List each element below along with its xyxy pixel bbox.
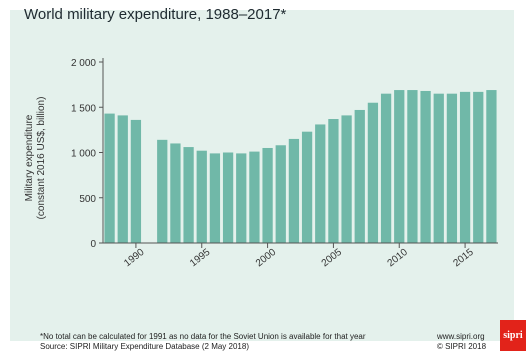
bar-2006 <box>341 115 352 243</box>
x-tick-label-2010: 2010 <box>386 247 411 270</box>
copyright-note: © SIPRI 2018 <box>437 342 487 351</box>
x-tick-label-1990: 1990 <box>122 247 147 270</box>
bar-1992 <box>157 139 168 243</box>
y-axis-label: Military expenditure <box>24 114 35 201</box>
y-tick-label-1500: 1 500 <box>71 103 96 114</box>
x-tick-label-2000: 2000 <box>254 247 279 270</box>
y-axis-label-units: (constant 2016 US$, billion) <box>36 97 47 220</box>
bar-2011 <box>407 90 418 244</box>
footnote: *No total can be calculated for 1991 as … <box>40 332 366 341</box>
x-tick-label-1995: 1995 <box>188 247 213 270</box>
bar-2016 <box>473 91 484 244</box>
y-tick-label-2000: 2 000 <box>71 58 96 69</box>
bar-1998 <box>236 153 247 243</box>
bar-2009 <box>380 93 392 243</box>
bar-2005 <box>328 119 339 243</box>
bar-1997 <box>222 152 234 243</box>
bar-2003 <box>301 131 313 243</box>
bar-2000 <box>262 147 273 243</box>
bar-2017 <box>486 90 497 244</box>
bar-2010 <box>394 90 405 244</box>
bar-chart: 0 500 1 000 1 500 2 000 1990 1995 2000 2005 2010 2… <box>24 58 498 270</box>
source-note: Source: SIPRI Military Expenditure Datab… <box>40 342 249 351</box>
bar-2001 <box>275 145 286 243</box>
bar-2007 <box>354 109 365 243</box>
bar-1990 <box>130 119 142 243</box>
y-tick-label-500: 500 <box>79 194 96 205</box>
bar-2013 <box>433 93 444 243</box>
y-tick-label-1000: 1 000 <box>71 149 96 160</box>
chart-panel: World military expenditure, 1988–2017* 0… <box>10 6 526 351</box>
bar-2004 <box>315 124 326 243</box>
bar-1994 <box>183 147 194 243</box>
bar-1999 <box>249 151 260 243</box>
y-tick-label-0: 0 <box>90 239 96 250</box>
x-tick-label-2005: 2005 <box>320 247 345 270</box>
bar-2012 <box>420 90 431 244</box>
bar-1996 <box>209 153 221 243</box>
chart-title: World military expenditure, 1988–2017* <box>24 6 287 23</box>
bar-2014 <box>446 93 458 243</box>
x-tick-label-2015: 2015 <box>451 247 476 270</box>
bar-1989 <box>117 115 128 243</box>
bar-2008 <box>367 102 379 243</box>
bar-1988 <box>104 113 115 244</box>
bar-2015 <box>459 91 471 244</box>
sipri-logo: sipri <box>500 320 526 351</box>
bar-1995 <box>196 150 207 243</box>
bar-2002 <box>288 138 300 243</box>
bar-1993 <box>170 143 181 243</box>
website-link[interactable]: www.sipri.org <box>437 332 485 341</box>
